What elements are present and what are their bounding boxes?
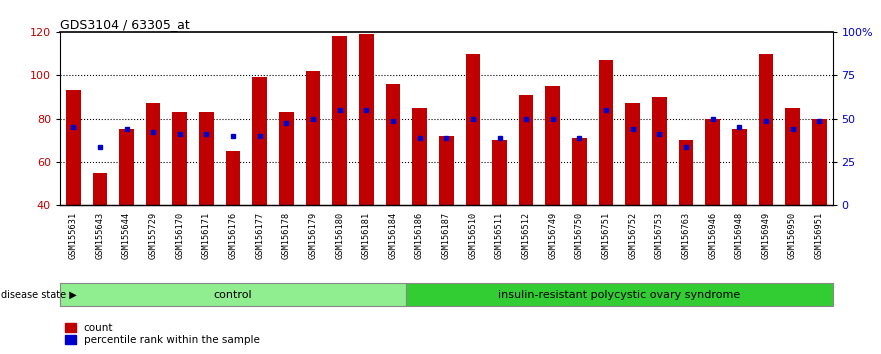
Text: GSM156510: GSM156510 [469,212,478,259]
Text: GSM156187: GSM156187 [441,212,451,259]
Text: GSM156752: GSM156752 [628,212,637,259]
Bar [119,130,134,205]
Bar [199,112,214,205]
Bar [406,283,833,306]
Bar [279,112,293,205]
Bar [759,53,774,205]
Bar [252,78,267,205]
Text: GSM156948: GSM156948 [735,212,744,259]
Text: insulin-resistant polycystic ovary syndrome: insulin-resistant polycystic ovary syndr… [499,290,741,300]
Text: GSM156178: GSM156178 [282,212,291,259]
Text: GSM155729: GSM155729 [149,212,158,259]
Text: GSM156951: GSM156951 [815,212,824,259]
Bar [465,53,480,205]
Bar [412,108,427,205]
Bar [93,173,107,205]
Text: GSM156950: GSM156950 [788,212,797,259]
Bar [66,90,80,205]
Text: GSM156750: GSM156750 [575,212,584,259]
Text: GSM156177: GSM156177 [255,212,264,259]
Bar [492,140,507,205]
Bar [439,136,454,205]
Text: GSM155631: GSM155631 [69,212,78,259]
Bar [732,130,746,205]
Text: GSM156181: GSM156181 [362,212,371,259]
Bar [173,112,187,205]
Text: GSM156946: GSM156946 [708,212,717,259]
Bar [572,138,587,205]
Bar [626,103,640,205]
Text: GSM156184: GSM156184 [389,212,397,259]
Text: GSM156176: GSM156176 [228,212,238,259]
Bar [226,151,241,205]
Text: GDS3104 / 63305_at: GDS3104 / 63305_at [60,18,189,31]
Bar [60,283,406,306]
Text: GSM156949: GSM156949 [761,212,771,259]
Bar [599,60,613,205]
Bar [706,119,720,205]
Text: GSM156753: GSM156753 [655,212,664,259]
Text: disease state ▶: disease state ▶ [1,290,77,300]
Bar [545,86,560,205]
Bar [652,97,667,205]
Text: GSM156751: GSM156751 [602,212,611,259]
Bar [678,140,693,205]
Bar [146,103,160,205]
Text: GSM156171: GSM156171 [202,212,211,259]
Bar [386,84,400,205]
Bar [332,36,347,205]
Text: GSM156763: GSM156763 [682,212,691,259]
Bar [812,119,826,205]
Text: control: control [214,290,252,300]
Bar [785,108,800,205]
Text: GSM156511: GSM156511 [495,212,504,259]
Text: GSM155644: GSM155644 [122,212,131,259]
Bar [519,95,534,205]
Text: GSM155643: GSM155643 [95,212,104,259]
Text: GSM156179: GSM156179 [308,212,317,259]
Text: GSM156170: GSM156170 [175,212,184,259]
Text: GSM156749: GSM156749 [548,212,558,259]
Text: GSM156512: GSM156512 [522,212,530,259]
Bar [359,34,374,205]
Text: GSM156180: GSM156180 [335,212,344,259]
Text: GSM156186: GSM156186 [415,212,424,259]
Legend: count, percentile rank within the sample: count, percentile rank within the sample [65,323,260,345]
Bar [306,71,321,205]
